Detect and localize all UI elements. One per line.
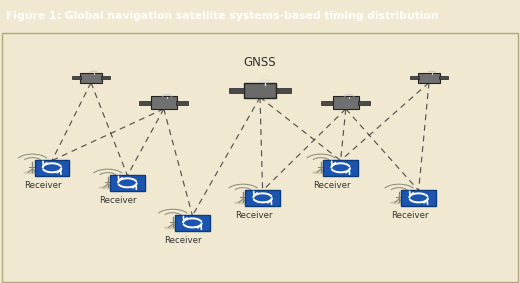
FancyBboxPatch shape [175, 215, 210, 231]
FancyBboxPatch shape [401, 190, 436, 206]
Text: Receiver: Receiver [313, 181, 350, 190]
FancyBboxPatch shape [333, 97, 359, 109]
FancyBboxPatch shape [323, 160, 358, 176]
FancyBboxPatch shape [35, 160, 69, 176]
FancyBboxPatch shape [110, 175, 145, 191]
FancyBboxPatch shape [151, 97, 177, 109]
FancyBboxPatch shape [358, 101, 370, 105]
Text: Receiver: Receiver [165, 236, 202, 245]
Ellipse shape [233, 201, 252, 204]
FancyBboxPatch shape [72, 76, 81, 79]
FancyBboxPatch shape [176, 101, 188, 105]
Ellipse shape [163, 226, 182, 229]
Text: Figure 1: Global navigation satellite systems-based timing distribution: Figure 1: Global navigation satellite sy… [6, 11, 439, 21]
Text: Receiver: Receiver [235, 211, 272, 220]
Ellipse shape [389, 201, 408, 204]
Text: Receiver: Receiver [100, 196, 137, 205]
Text: GNSS: GNSS [244, 57, 276, 70]
Ellipse shape [23, 171, 42, 174]
FancyBboxPatch shape [276, 87, 291, 93]
FancyBboxPatch shape [139, 101, 151, 105]
FancyBboxPatch shape [81, 72, 101, 83]
FancyBboxPatch shape [101, 76, 110, 79]
Ellipse shape [98, 186, 117, 189]
Text: Receiver: Receiver [24, 181, 62, 190]
FancyBboxPatch shape [419, 72, 439, 83]
FancyBboxPatch shape [229, 87, 244, 93]
FancyBboxPatch shape [439, 76, 448, 79]
FancyBboxPatch shape [244, 83, 276, 98]
Text: Receiver: Receiver [391, 211, 428, 220]
FancyBboxPatch shape [410, 76, 419, 79]
FancyBboxPatch shape [245, 190, 280, 206]
Ellipse shape [311, 171, 330, 174]
FancyBboxPatch shape [321, 101, 333, 105]
